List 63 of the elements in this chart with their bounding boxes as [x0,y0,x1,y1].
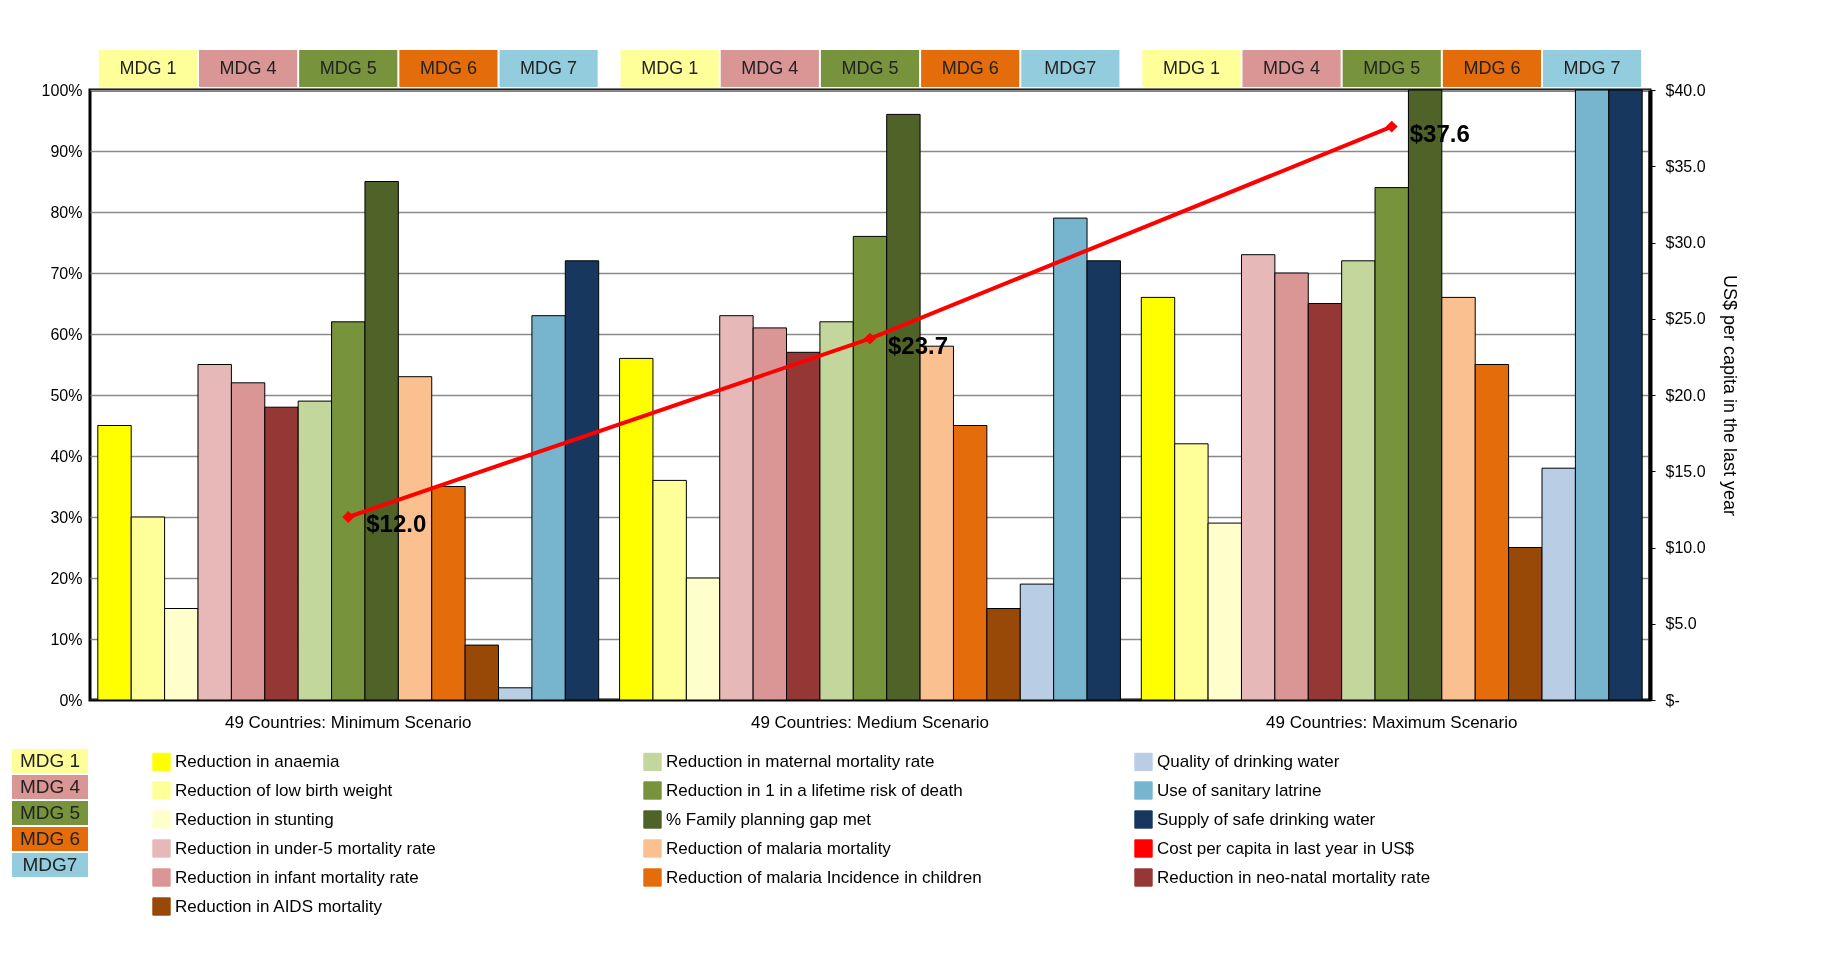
text: MDG 5 [319,58,377,78]
y2-tick-label: $30.0 [1665,234,1706,251]
y-tick-label: 50% [50,386,83,404]
x-tick-label: 49 Countries: Minimum Scenario [224,712,472,732]
text: MDG 6 [419,58,477,78]
legend-label: Reduction of low birth weight [175,780,393,800]
text: MDG7 [1044,58,1097,78]
x-tick-label: 49 Countries: Maximum Scenario [1266,712,1518,732]
text: MDG 7 [520,58,578,78]
legend-label: Supply of safe drinking water [1157,809,1376,829]
point [864,332,876,345]
y2-tick-label: $- [1665,691,1680,709]
y2-tick-label: $25.0 [1665,310,1706,328]
y2-tick-label: $5.0 [1665,615,1697,633]
legend-label: Reduction in maternal mortality rate [666,751,935,771]
y-tick-label: 20% [50,569,83,587]
legend-label: % Family planning gap met [666,809,872,829]
legend-label: Reduction in neo-natal mortality rate [1157,867,1431,887]
text: MDG 4 [219,58,277,78]
y2-tick-label: $20.0 [1665,386,1706,404]
text: MDG 5 [19,802,81,823]
text: MDG 1 [19,750,81,771]
y2-tick-label: $10.0 [1665,539,1706,556]
y-tick-label: 80% [50,203,83,221]
legend-label: Reduction in 1 in a lifetime risk of death [666,780,963,800]
y-tick-label: 0% [59,691,83,709]
y2-tick-label: $40.0 [1665,81,1706,99]
legend-label: Reduction in anaemia [175,751,340,771]
x-tick-label: 49 Countries: Medium Scenario [750,712,990,732]
text: MDG 4 [1263,58,1321,78]
legend-label: Cost per capita in last year in US$ [1157,838,1415,858]
text: MDG 7 [1563,58,1621,78]
legend-label: Reduction of malaria mortality [666,838,892,858]
legend-label: Reduction in stunting [175,809,334,829]
y2-axis-title: US$ per capita in the last year [1719,274,1740,517]
text: MDG 6 [941,58,999,78]
text: MDG 5 [1363,58,1421,78]
y-tick-label: 30% [50,508,83,526]
point [342,511,355,523]
legend-label: Use of sanitary latrine [1157,780,1322,800]
legend-label: Quality of drinking water [1157,751,1340,771]
text: MDG 1 [641,58,699,78]
text: MDG 4 [19,776,81,797]
text: MDG 1 [1162,58,1220,78]
text: MDG 1 [119,58,177,78]
y2-tick-label: $15.0 [1665,462,1706,480]
y2-tick-label: $35.0 [1665,157,1706,175]
y-tick-label: 90% [50,142,83,160]
text: MDG 4 [741,58,799,78]
legend-label: Reduction of malaria Incidence in children [666,867,982,887]
y-tick-label: 100% [41,81,83,99]
y-tick-label: 10% [50,630,83,648]
text: MDG 5 [841,58,899,78]
text: MDG 6 [19,828,81,849]
text: MDG7 [22,854,78,875]
legend-label: Reduction in AIDS mortality [175,896,383,916]
y-tick-label: 60% [50,325,83,343]
y-tick-label: 40% [50,447,83,465]
legend-label: Reduction in infant mortality rate [175,867,419,887]
legend-label: Reduction in under-5 mortality rate [175,838,436,858]
point [1385,120,1398,133]
text: MDG 6 [1463,58,1521,78]
y-tick-label: 70% [50,264,83,282]
